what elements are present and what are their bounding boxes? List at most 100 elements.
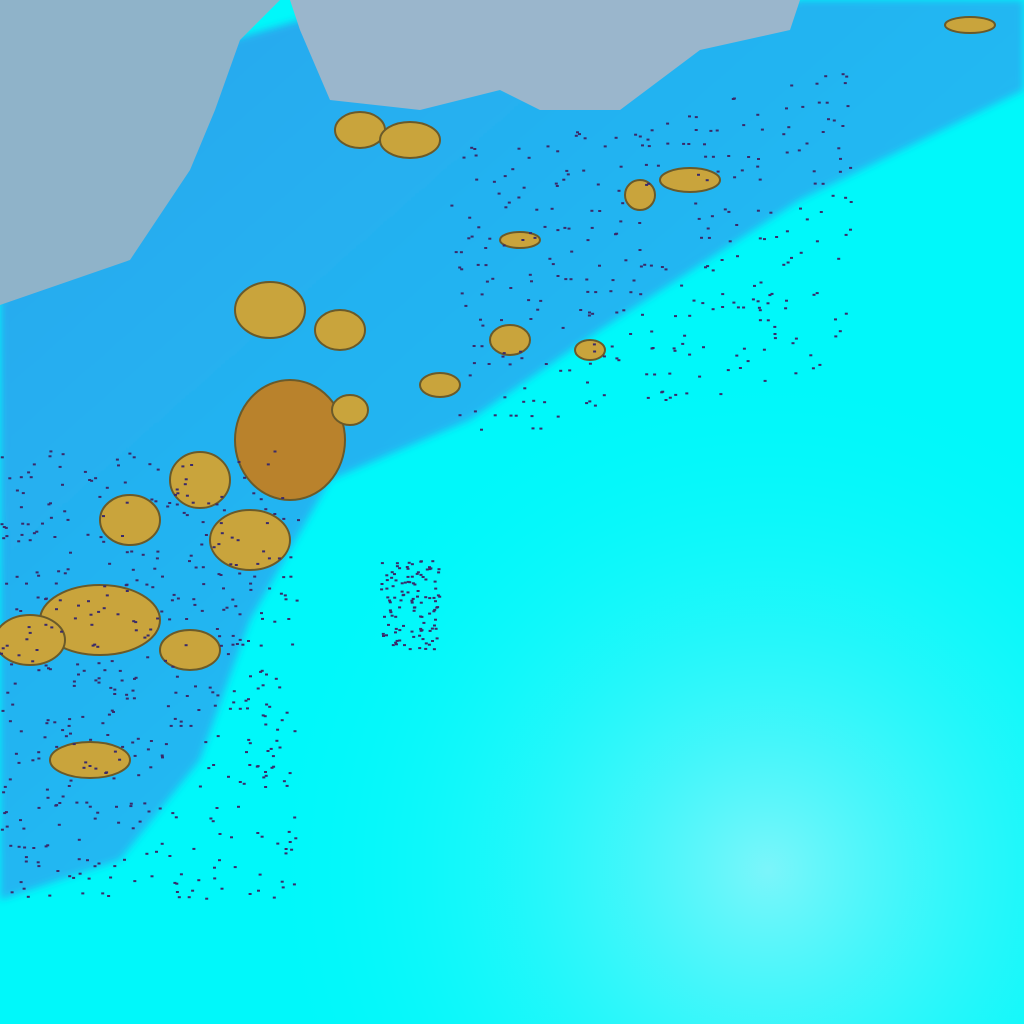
speckle	[160, 610, 164, 613]
speckle	[450, 204, 454, 207]
speckle	[230, 536, 234, 539]
speckle	[0, 828, 4, 831]
speckle	[468, 374, 472, 377]
speckle	[762, 348, 766, 351]
speckle	[56, 870, 60, 872]
speckle	[473, 148, 477, 150]
speckle	[86, 533, 90, 536]
speckle	[382, 635, 385, 637]
speckle	[176, 597, 180, 600]
speckle	[472, 362, 476, 365]
speckle	[827, 118, 830, 121]
speckle	[225, 606, 229, 609]
speckle	[548, 257, 552, 260]
speckle	[703, 143, 706, 146]
speckle	[197, 709, 201, 711]
speckle	[813, 182, 817, 185]
speckle	[480, 428, 483, 431]
speckle	[405, 566, 409, 568]
speckle	[149, 766, 153, 769]
speckle	[17, 654, 21, 657]
speckle	[37, 751, 41, 754]
speckle	[685, 392, 689, 395]
speckle	[681, 342, 685, 345]
speckle	[150, 875, 154, 878]
cloud-blob	[49, 741, 131, 779]
speckle	[428, 629, 432, 632]
speckle	[593, 350, 597, 353]
speckle	[388, 601, 392, 604]
speckle	[556, 415, 560, 418]
speckle	[428, 566, 431, 569]
speckle	[825, 101, 829, 104]
speckle	[435, 606, 439, 609]
speckle	[13, 682, 17, 685]
speckle	[19, 506, 23, 509]
speckle	[284, 852, 288, 855]
speckle	[118, 669, 122, 672]
speckle	[2, 791, 6, 794]
speckle	[388, 609, 392, 612]
speckle	[153, 567, 157, 570]
speckle	[470, 146, 474, 149]
speckle	[644, 163, 648, 166]
speckle	[650, 330, 654, 333]
speckle	[265, 703, 269, 706]
speckle	[287, 618, 291, 620]
cloud-blob	[169, 451, 231, 509]
speckle	[502, 352, 506, 355]
speckle	[131, 741, 135, 744]
speckle	[72, 743, 76, 746]
speckle	[67, 724, 71, 727]
speckle	[425, 568, 429, 571]
speckle	[49, 502, 52, 505]
speckle	[535, 208, 539, 211]
speckle	[838, 170, 842, 173]
speckle	[173, 717, 177, 720]
speckle	[812, 170, 816, 173]
speckle	[46, 719, 50, 722]
speckle	[711, 269, 715, 272]
speckle	[430, 627, 434, 630]
speckle	[110, 709, 114, 712]
speckle	[2, 537, 6, 540]
speckle	[259, 670, 263, 673]
speckle	[41, 522, 44, 525]
speckle	[710, 215, 714, 218]
speckle	[211, 820, 215, 823]
speckle	[10, 891, 14, 894]
speckle	[207, 502, 211, 505]
speckle	[736, 306, 740, 309]
speckle	[735, 224, 739, 226]
speckle	[758, 309, 762, 312]
speckle	[721, 293, 725, 296]
speckle	[611, 279, 615, 282]
speckle	[290, 848, 294, 851]
speckle	[48, 455, 52, 458]
speckle	[235, 643, 239, 645]
speckle	[821, 131, 825, 133]
speckle	[688, 115, 691, 118]
speckle	[249, 582, 253, 585]
speckle	[539, 427, 543, 430]
speckle	[427, 643, 431, 646]
speckle	[641, 144, 644, 147]
speckle	[201, 521, 205, 524]
speckle	[189, 724, 193, 727]
speckle	[726, 369, 730, 372]
speckle	[77, 838, 81, 841]
cloud-blob	[624, 179, 656, 211]
speckle	[174, 816, 178, 819]
speckle	[398, 606, 402, 609]
speckle	[116, 613, 120, 616]
speckle	[411, 582, 415, 585]
speckle	[556, 150, 560, 153]
speckle	[151, 586, 155, 589]
speckle	[706, 227, 710, 230]
speckle	[269, 747, 273, 750]
speckle	[19, 730, 23, 733]
speckle	[192, 847, 196, 850]
speckle	[220, 887, 224, 890]
speckle	[563, 226, 567, 229]
speckle	[276, 842, 280, 845]
